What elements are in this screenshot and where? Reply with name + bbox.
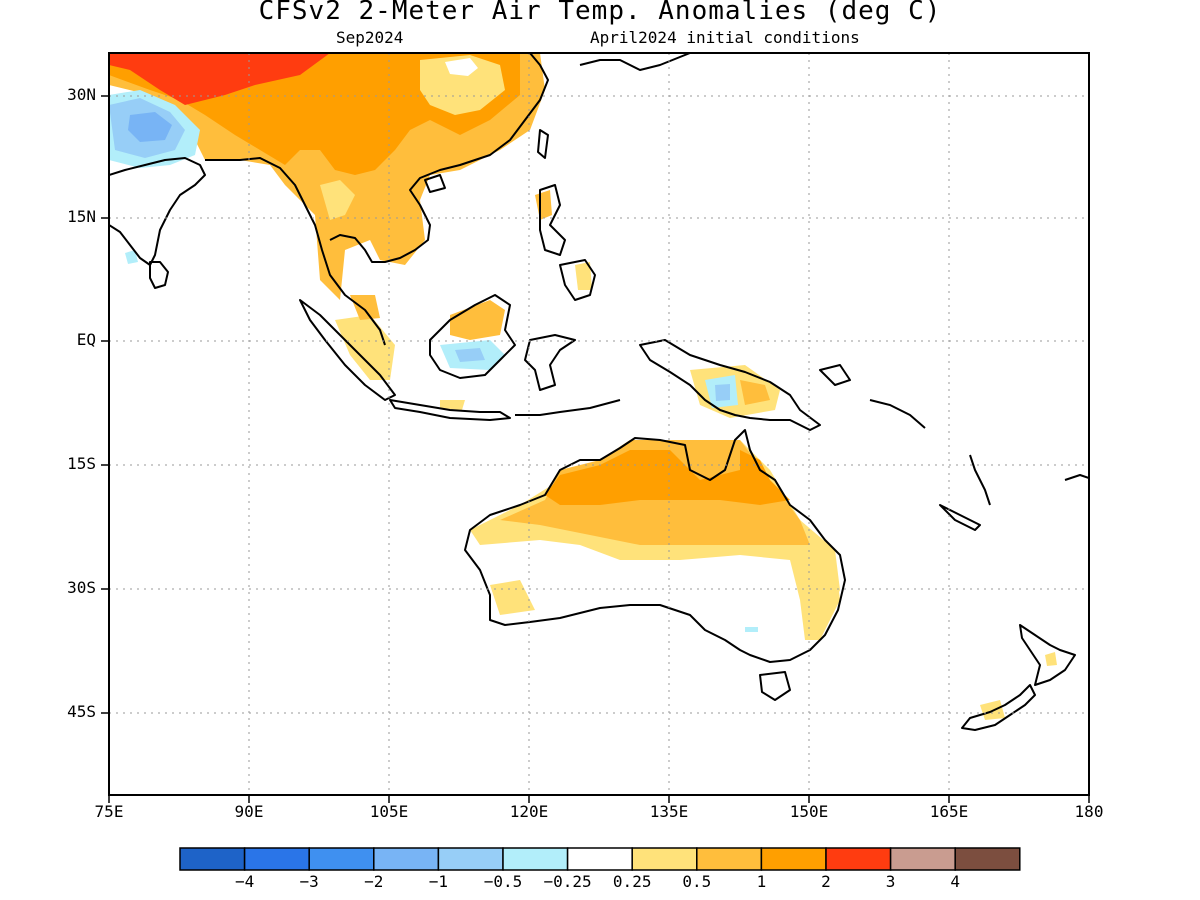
anomaly-region-asia-light-patch <box>420 55 505 115</box>
lon-label-165e: 165E <box>929 802 969 821</box>
colorbar-swatch <box>760 847 827 871</box>
colorbar-swatch <box>954 847 1021 871</box>
colorbar <box>179 847 1021 871</box>
anomaly-region-newguinea-warm <box>740 380 770 405</box>
coastline-sumatra <box>299 299 396 401</box>
colorbar-label: 4 <box>950 872 960 891</box>
colorbar-label: −0.5 <box>483 872 523 891</box>
anomaly-region-india-cool-inner <box>128 112 172 142</box>
colorbar-swatch <box>566 847 633 871</box>
anomaly-region-malaysia-warm <box>350 295 380 320</box>
colorbar-label: −2 <box>364 872 384 891</box>
coastline-vanuatu <box>969 454 991 506</box>
colorbar-swatch <box>243 847 310 871</box>
anomaly-region-se-australia-cool <box>745 627 758 632</box>
lon-label-90e: 90E <box>234 802 264 821</box>
colorbar-swatch <box>696 847 763 871</box>
lon-label-105e: 105E <box>369 802 409 821</box>
anomaly-region-borneo-cool-inner <box>455 348 485 362</box>
lon-label-120e: 120E <box>509 802 549 821</box>
lon-label-150e: 150E <box>789 802 829 821</box>
colorbar-swatch <box>437 847 504 871</box>
anomaly-region-srilanka-cool <box>125 250 138 264</box>
lat-label-15s: 15S <box>67 454 96 473</box>
coastline-taiwan <box>537 129 549 159</box>
colorbar-swatch <box>179 847 246 871</box>
colorbar-label: 1 <box>756 872 767 891</box>
anomaly-region-java-light <box>440 400 465 410</box>
coastline-borneo <box>429 294 516 379</box>
colorbar-label: 2 <box>821 872 831 891</box>
colorbar-swatch <box>373 847 440 871</box>
colorbar-label: 0.25 <box>612 872 652 891</box>
coastline-hainan <box>424 174 446 193</box>
lat-label-15n: 15N <box>67 207 96 226</box>
plot-frame <box>108 52 1090 796</box>
colorbar-label: 3 <box>885 872 896 891</box>
anomaly-region-newguinea-cool-inner <box>715 384 730 401</box>
coastline-srilanka <box>149 261 169 289</box>
coastline-nz-north <box>1019 624 1076 686</box>
coastline-gulf-of-thailand <box>329 53 549 263</box>
anomaly-region-indochina-light <box>320 180 355 220</box>
lat-label-30n: 30N <box>67 85 96 104</box>
coastline-new-britain <box>819 364 851 386</box>
anomaly-region-asia-strong <box>109 53 330 105</box>
lon-label-135e: 135E <box>649 802 689 821</box>
anomaly-region-nsw-coast-light <box>805 560 840 640</box>
anomaly-region-borneo-warm <box>450 300 505 340</box>
map-title: CFSv2 2-Meter Air Temp. Anomalies (deg C… <box>258 0 942 26</box>
colorbar-label: −0.25 <box>543 872 592 891</box>
coastline-new-guinea <box>639 339 821 431</box>
colorbar-swatch <box>825 847 892 871</box>
anomaly-shading <box>109 53 1057 720</box>
valid-month-label: Sep2024 <box>336 28 404 47</box>
coastline-solomons <box>869 399 926 429</box>
lat-label-45s: 45S <box>67 702 96 721</box>
anomaly-region-asia-zero-patch <box>445 58 478 76</box>
coastline-nz-south <box>961 684 1036 731</box>
colorbar-swatch <box>308 847 375 871</box>
coastline-java <box>389 399 511 421</box>
colorbar-swatch <box>502 847 569 871</box>
gridlines <box>109 53 1089 795</box>
coastline-lesser-sunda <box>515 399 621 416</box>
colorbar-label: 0.5 <box>682 872 712 891</box>
lon-label-75e: 75E <box>94 802 124 821</box>
colorbar-label: −4 <box>234 872 255 891</box>
coastline-japan <box>579 53 691 71</box>
colorbar-label: −1 <box>428 872 449 891</box>
initial-conditions-label: April2024 initial conditions <box>590 28 860 47</box>
coastline-fiji <box>1064 474 1089 481</box>
coastlines <box>109 53 1089 731</box>
anomaly-region-nz-north-light <box>1045 652 1057 666</box>
colorbar-swatch <box>631 847 698 871</box>
coastline-new-caledonia <box>939 504 981 531</box>
colorbar-swatch <box>889 847 956 871</box>
coastline-mindanao <box>559 259 596 301</box>
plot-area <box>109 53 1089 795</box>
lat-label-30s: 30S <box>67 578 96 597</box>
coastline-luzon <box>539 184 566 256</box>
tick-marks <box>101 95 1090 803</box>
anomaly-region-philippines-light <box>575 262 592 290</box>
coastline-sulawesi <box>524 334 576 391</box>
lon-label-180: 180 <box>1074 802 1104 821</box>
colorbar-label: −3 <box>299 872 319 891</box>
coastline-bay-of-bengal-east <box>205 157 386 346</box>
coastline-india <box>109 157 206 266</box>
coastline-australia <box>464 429 846 663</box>
lat-label-eq: EQ <box>76 330 96 349</box>
coastline-tasmania <box>759 671 791 701</box>
anomaly-region-australia-strong <box>545 450 790 505</box>
